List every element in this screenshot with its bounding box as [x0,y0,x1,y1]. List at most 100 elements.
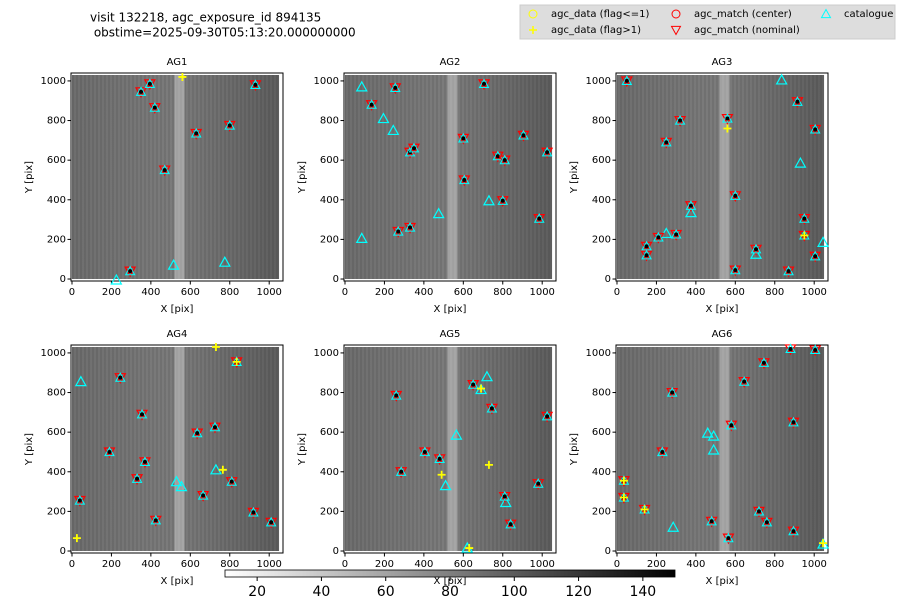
catalogue-marker [775,73,788,85]
catalogue-marker [74,494,86,505]
x-tick-label: 0 [69,287,75,298]
y-tick-label: 0 [60,274,66,285]
match-center [802,216,807,221]
flag-gt1-marker [723,124,732,133]
match-center [489,406,494,411]
x-tick-label: 0 [69,559,75,570]
image-texture [71,346,280,552]
match-center [756,509,761,514]
y-tick-label: 400 [592,467,611,478]
catalogue-marker [499,496,512,508]
catalogue-marker [621,75,633,86]
y-tick-label: 0 [605,274,611,285]
x-tick-label: 800 [765,287,784,298]
catalogue-marker [226,476,238,486]
image-band [447,346,458,552]
catalogue-marker [150,514,162,525]
match-center [536,481,541,486]
y-tick-label: 0 [605,546,611,557]
catalogue-marker [809,344,821,355]
catalogue-marker [457,132,469,143]
x-tick-label: 600 [454,559,473,570]
colorbar-tick-label: 20 [248,584,266,600]
match-center [482,81,487,86]
catalogue-marker [450,428,463,440]
catalogue-marker [653,231,664,242]
match-center [195,431,200,436]
catalogue-marker [684,206,697,218]
catalogue-marker [175,480,188,492]
y-tick-label: 0 [333,546,339,557]
match-center [664,140,669,145]
catalogue-marker [355,80,368,92]
match-center [545,150,550,155]
match-center [795,99,800,104]
match-center [471,382,476,387]
axes-frame [615,344,829,554]
axes-frame [70,72,284,282]
legend-label: agc_match (center) [694,9,792,20]
y-tick-label: 400 [47,195,66,206]
y-axis-label: Y [pix] [569,161,580,194]
match-center [422,449,427,454]
catalogue-marker [467,379,479,389]
legend-symbol [529,26,537,34]
x-tick-label: 800 [220,287,239,298]
catalogue-marker [660,136,672,147]
y-tick-label: 600 [592,427,611,438]
match-center [502,494,507,499]
catalogue-marker [750,243,762,254]
catalogue-marker [167,258,180,270]
x-axis-label: X [pix] [706,576,739,587]
match-center [656,235,661,240]
x-tick-label: 1000 [529,559,554,570]
flag-gt1-marker [477,384,486,393]
catalogue-marker [432,207,445,219]
colorbar-tick-label: 140 [629,584,656,600]
catalogue-marker [170,475,183,487]
y-tick-label: 200 [592,234,611,245]
catalogue-marker [458,174,470,185]
match-center [786,269,791,274]
match-center [624,78,629,83]
catalogue-marker [749,248,763,259]
x-axis-label: X [pix] [706,304,739,315]
colorbar-tick-label: 100 [501,584,528,600]
x-tick-label: 400 [686,559,705,570]
catalogue-marker [518,129,529,140]
y-tick-label: 400 [592,195,611,206]
flag-gt1-marker [619,493,628,502]
x-tick-label: 200 [647,559,666,570]
y-axis-label: Y [pix] [297,161,308,194]
colorbar-tick-label: 80 [441,584,459,600]
x-tick-label: 400 [414,559,433,570]
catalogue-marker [389,82,401,92]
catalogue-marker [541,410,553,421]
catalogue-marker [482,194,495,206]
match-center [508,522,513,527]
match-center [227,123,232,128]
catalogue-marker [758,357,770,367]
flag-gt1-marker [218,465,227,474]
catalogue-marker [685,200,697,210]
flag-gt1-marker [437,470,446,479]
match-center [152,105,157,110]
y-tick-label: 1000 [41,348,66,359]
panel-title: AG6 [712,329,733,340]
match-center [644,244,649,249]
catalogue-marker [377,112,390,124]
match-center [733,193,738,198]
catalogue-marker [729,190,741,200]
x-tick-label: 400 [414,287,433,298]
catalogue-marker [197,490,209,500]
catalogue-marker [486,402,498,413]
y-tick-label: 200 [47,506,66,517]
catalogue-marker [641,249,652,260]
match-center [670,390,675,395]
legend-symbol [670,25,682,36]
image-texture [344,74,553,280]
y-axis-label: Y [pix] [297,433,308,466]
legend-label: agc_match (nominal) [694,25,800,36]
y-tick-label: 0 [60,546,66,557]
flag-gt1-marker [640,505,649,514]
